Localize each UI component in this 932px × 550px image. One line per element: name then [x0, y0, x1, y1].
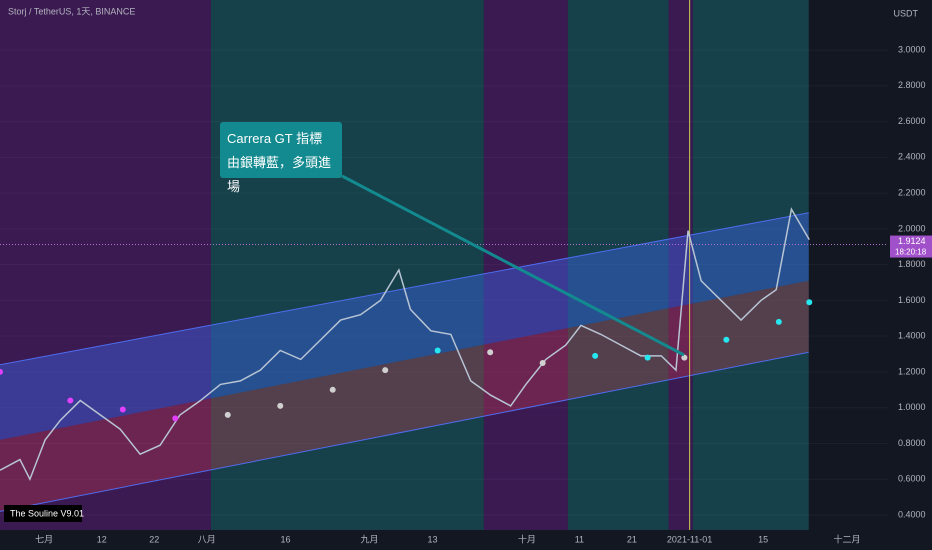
y-tick-label: 2.8000: [898, 80, 926, 90]
indicator-box: [4, 505, 82, 522]
y-tick-label: 0.4000: [898, 509, 926, 519]
background-region: [668, 0, 693, 530]
background-region: [483, 0, 568, 530]
y-tick-label: 2.2000: [898, 187, 926, 197]
channel-upper: [0, 212, 809, 440]
currency: USDT: [894, 8, 919, 18]
x-tick-label: 十二月: [834, 533, 861, 544]
trend-dot: [172, 415, 179, 422]
y-tick-label: 3.0000: [898, 44, 926, 54]
annotation-line: Carrera GT 指標: [227, 131, 323, 146]
x-tick-label: 十月: [518, 533, 536, 544]
y-tick-label: 2.0000: [898, 223, 926, 233]
y-tick-label: 2.6000: [898, 116, 926, 126]
x-tick-label: 21: [627, 534, 637, 544]
price-axis: [888, 0, 932, 550]
annotation-arrow: [341, 174, 685, 357]
trend-dot: [592, 352, 599, 359]
y-tick-label: 2.4000: [898, 152, 926, 162]
countdown: 18:20:18: [895, 248, 927, 257]
y-tick-label: 1.6000: [898, 295, 926, 305]
indicator-label: The Souline V9.01: [10, 508, 84, 518]
y-tick-label: 1.8000: [898, 259, 926, 269]
trend-dot: [723, 336, 730, 343]
trend-dot: [382, 367, 389, 374]
trend-dot: [644, 354, 651, 361]
y-tick-label: 1.0000: [898, 402, 926, 412]
x-tick-label: 九月: [360, 534, 378, 544]
x-tick-label: 15: [758, 534, 768, 544]
trend-dot: [329, 386, 336, 393]
last-price-label: 1.9124: [898, 236, 926, 246]
channel-edge: [0, 351, 809, 512]
y-tick-label: 0.8000: [898, 438, 926, 448]
annotation: Carrera GT 指標 由銀轉藍，多頭進場: [220, 122, 342, 194]
trend-dot: [434, 347, 441, 354]
x-tick-label: 16: [280, 534, 290, 544]
annotation-line: 由銀轉藍，多頭進場: [227, 155, 332, 194]
chart-title: Storj / TetherUS, 1天, BINANCE: [8, 6, 135, 16]
trend-dot: [681, 354, 688, 361]
background-region: [0, 0, 211, 530]
background-region: [567, 0, 669, 530]
x-tick-label: 22: [149, 534, 159, 544]
channel-lower: [0, 280, 809, 512]
price-line: [0, 207, 810, 482]
x-tick-label: 11: [575, 534, 584, 544]
background-region: [692, 0, 809, 530]
y-tick-label: 0.6000: [898, 474, 926, 484]
trend-dot: [119, 406, 126, 413]
x-tick-label: 七月: [35, 534, 53, 544]
trend-dot: [277, 402, 284, 409]
x-tick-label: 13: [427, 534, 437, 544]
background-region: [210, 0, 484, 530]
y-tick-label: 1.4000: [898, 331, 926, 341]
x-tick-label: 2021-11-01: [667, 534, 712, 544]
last-price-box: [890, 235, 932, 258]
trend-dot: [775, 318, 782, 325]
trend-dot: [539, 359, 546, 366]
trend-dot: [487, 349, 494, 356]
trend-dot: [224, 411, 231, 418]
y-tick-label: 1.2000: [898, 366, 926, 376]
x-tick-label: 八月: [198, 534, 216, 544]
x-tick-label: 12: [97, 534, 107, 544]
trend-dot: [0, 368, 3, 375]
trend-dot: [67, 397, 74, 404]
trend-dot: [806, 299, 813, 306]
